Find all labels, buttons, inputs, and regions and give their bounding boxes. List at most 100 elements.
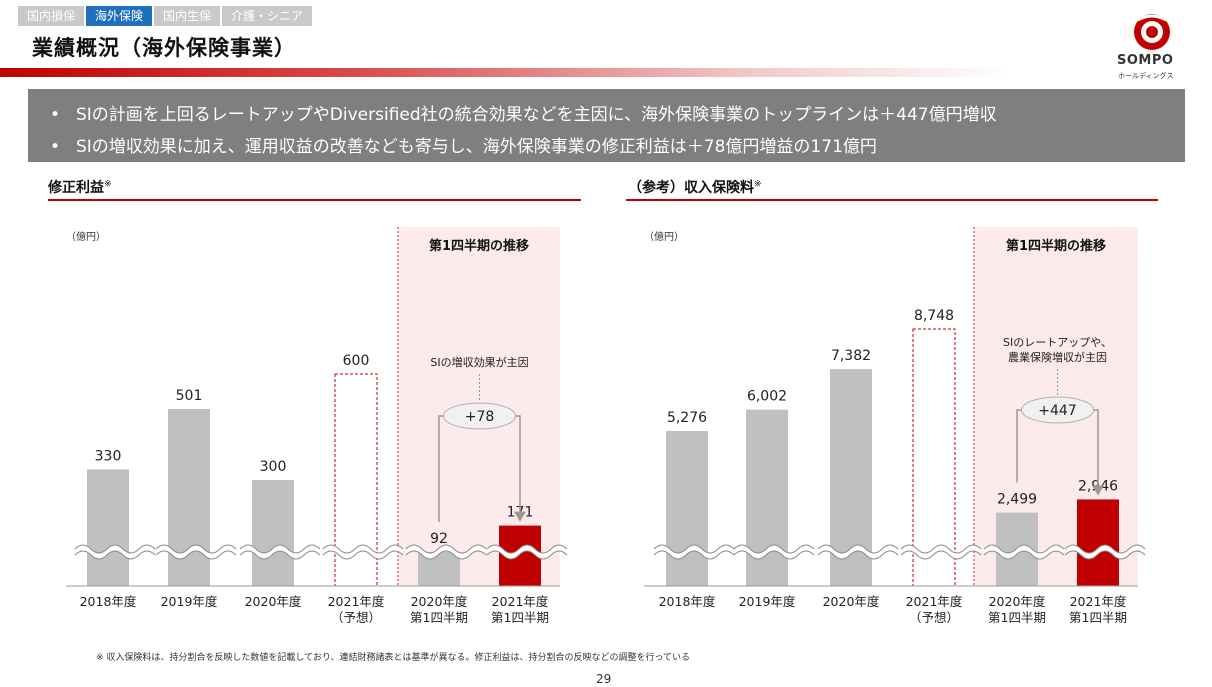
axis-break-mark [154,545,238,559]
data-label: 7,382 [831,348,871,364]
data-label: 501 [176,388,203,404]
footnote: ※ 収入保険料は、持分割合を反映した数値を記載しており、連結財務諸表とは基準が異… [96,653,691,663]
sompo-logo-icon [1134,14,1170,50]
axis-break-line [155,550,237,560]
category-label: 第1四半期 [410,610,468,625]
category-label: 2020年度 [989,594,1046,609]
category-label: 2020年度 [411,594,468,609]
data-label: 600 [343,353,370,369]
delta-label: +447 [1038,403,1076,419]
category-label: 2021年度 [492,594,549,609]
data-label: 330 [95,448,122,464]
axis-break-mark [404,545,488,559]
delta-arrow [1092,485,1104,496]
axis-break-mark [73,545,157,559]
bar-current-quarter [1077,499,1119,586]
bar [666,431,708,586]
logo-wordmark: SOMPO [1117,53,1174,68]
data-label: 6,002 [747,389,787,405]
axis-break-line [322,550,404,560]
axis-break-line [817,550,899,560]
bar [168,408,210,586]
tab-overseas-insurance[interactable]: 海外保険 [86,6,153,26]
axis-break-line [733,550,815,560]
axis-break-mark [732,545,816,559]
category-label: 2021年度 [1070,594,1127,609]
axis-break-line [653,550,735,560]
axis-break-line [74,550,156,560]
axis-break-mark [321,545,405,559]
category-label: 2021年度 [906,594,963,609]
axis-break-line [983,550,1065,560]
page-number: 29 [596,672,612,686]
tab-domestic-life[interactable]: 国内生保 [154,6,221,26]
quarter-highlight-label: 第1四半期の推移 [1006,238,1106,254]
bar [252,480,294,586]
axis-break-mark [1063,545,1147,559]
summary-bullet: • SIの計画を上回るレートアップやDiversified社の統合効果などを主因に… [50,105,997,125]
axis-break-mark [652,545,736,559]
axis-break-line [733,544,815,554]
logo-subtext: ホールディングス [1118,72,1174,80]
annotation-text: SIのレートアップや、 [1003,336,1112,349]
axis-break-mark [238,545,322,559]
bar-forecast [912,328,956,587]
delta-bubble [1021,396,1094,424]
adjusted-profit-chart: 第1四半期の推移 （億円） 330 2018年度 501 2019年度 300 2020年度 6… [66,227,569,625]
category-label: 2021年度 [328,594,385,609]
axis-break-line [900,550,982,560]
category-label: 2018年度 [659,594,716,609]
axis-break-line [1064,544,1146,554]
axis-break-line [486,550,568,560]
axis-break-mark [982,545,1066,559]
chart-title-adjusted-profit: 修正利益※ [48,179,112,196]
axis-break-line [900,544,982,554]
category-label: （予想） [909,610,959,625]
annotation-text: SIの増収効果が主因 [430,355,528,369]
category-label: 2020年度 [823,594,880,609]
summary-bullet: • SIの増収効果に加え、運用収益の改善なども寄与し、海外保険事業の修正利益は＋7… [50,137,877,157]
chart-title-premium: （参考）収入保険料※ [628,179,762,196]
section-tabs: 国内損保 海外保険 国内生保 介護・シニア [18,6,314,26]
category-label: 2018年度 [80,594,137,609]
data-label: 5,276 [667,410,707,426]
axis-break-line [817,544,899,554]
section-rule [626,199,1158,201]
axis-break-mark [899,545,983,559]
category-label: 2019年度 [161,594,218,609]
quarter-highlight-label: 第1四半期の推移 [429,238,529,254]
category-label: 第1四半期 [1069,610,1127,625]
data-label: 92 [430,531,448,547]
axis-break-line [322,544,404,554]
data-label: 300 [260,459,287,475]
annotation-text: 農業保険増収が主因 [1008,350,1107,364]
title-underline [0,68,1010,77]
axis-break-line [155,544,237,554]
bar [87,469,129,586]
delta-bubble [443,402,516,430]
category-label: 2020年度 [245,594,302,609]
data-label: 8,748 [914,308,954,324]
category-label: 第1四半期 [988,610,1046,625]
axis-break-line [74,544,156,554]
data-label: 2,499 [997,492,1037,508]
axis-break-line [405,550,487,560]
bar [746,409,788,586]
axis-break-line [983,544,1065,554]
axis-break-line [239,544,321,554]
axis-break-line [405,544,487,554]
tab-domestic-pc[interactable]: 国内損保 [18,6,85,26]
unit-label: （億円） [644,230,684,243]
axis-break-line [1064,550,1146,560]
section-rule [48,199,581,201]
net-premium-chart: 第1四半期の推移 （億円） 5,276 2018年度 6,002 2019年度 7,382 2… [644,227,1147,625]
page-title: 業績概況（海外保険事業） [32,36,296,60]
unit-label: （億円） [66,230,106,243]
category-label: （予想） [331,610,381,625]
axis-break-mark [816,545,900,559]
category-label: 2019年度 [739,594,796,609]
category-label: 第1四半期 [491,610,549,625]
delta-arrow [514,511,526,522]
axis-break-line [486,544,568,554]
tab-nursing-senior[interactable]: 介護・シニア [222,6,313,26]
